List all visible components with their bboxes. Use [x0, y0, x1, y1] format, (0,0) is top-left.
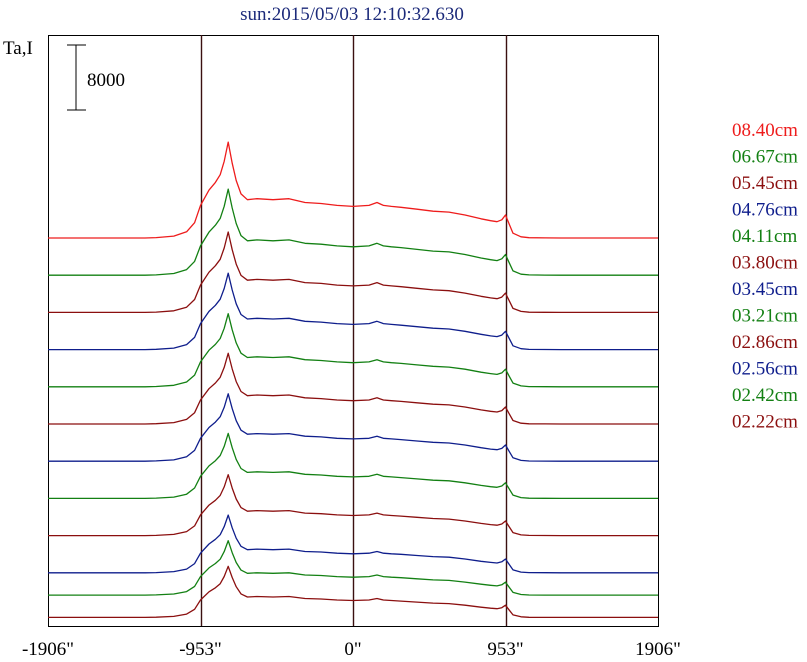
legend-entry-10: 02.42cm [732, 385, 798, 406]
legend-entry-6: 03.45cm [732, 279, 798, 300]
legend-entry-2: 05.45cm [732, 173, 798, 194]
legend-entry-7: 03.21cm [732, 306, 798, 327]
series-line-2 [48, 231, 658, 314]
chart-title: sun:2015/05/03 12:10:32.630 [240, 4, 464, 25]
legend-entry-11: 02.22cm [732, 412, 798, 433]
legend-entry-3: 04.76cm [732, 200, 798, 221]
series-line-5 [48, 352, 658, 425]
x-tick-label-0: -1906" [22, 639, 74, 660]
series-line-6 [48, 393, 658, 462]
x-tick-labels: -1906" -953" 0" 953" 1906" [22, 639, 681, 660]
x-tick-label-3: 953" [487, 639, 523, 660]
x-tick-label-4: 1906" [635, 639, 681, 660]
legend-entry-5: 03.80cm [732, 253, 798, 274]
scale-bar-label: 8000 [87, 70, 125, 91]
x-tick-label-2: 0" [344, 639, 361, 660]
series-line-0 [48, 141, 658, 239]
vertical-reference-lines [200, 35, 508, 626]
legend-entry-0: 08.40cm [732, 120, 798, 141]
series-line-9 [48, 514, 658, 574]
series-line-1 [48, 188, 658, 276]
series-line-4 [48, 313, 658, 388]
legend-entry-8: 02.86cm [732, 332, 798, 353]
series-line-10 [48, 540, 658, 596]
y-axis-label: Ta,I [3, 38, 33, 59]
series-line-3 [48, 272, 658, 351]
scale-bar: 8000 [67, 44, 125, 111]
x-tick-label-1: -953" [179, 639, 222, 660]
series-lines [48, 141, 658, 619]
legend-entry-1: 06.67cm [732, 147, 798, 168]
series-line-11 [48, 565, 658, 619]
series-line-7 [48, 432, 658, 500]
legend-entry-9: 02.56cm [732, 359, 798, 380]
series-line-8 [48, 474, 658, 537]
legend-entry-4: 04.11cm [732, 226, 797, 247]
legend: 08.40cm 06.67cm 05.45cm 04.76cm 04.11cm 03.80… [732, 120, 798, 433]
